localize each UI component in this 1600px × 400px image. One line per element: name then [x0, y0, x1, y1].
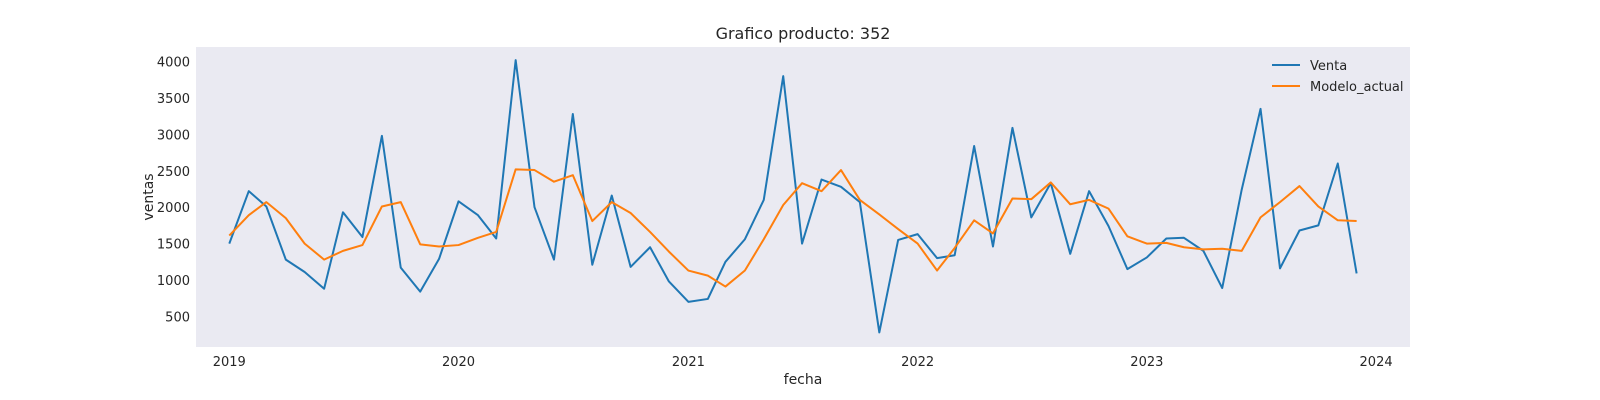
plot-area [196, 47, 1410, 347]
chart-title: Grafico producto: 352 [716, 24, 891, 43]
x-tick-label: 2020 [442, 355, 475, 370]
y-tick-label: 4000 [157, 56, 190, 71]
y-tick-label: 500 [165, 310, 190, 325]
series-line-modelo-actual [228, 168, 1357, 288]
legend-label: Modelo_actual [1310, 80, 1404, 95]
y-tick-label: 2500 [157, 165, 190, 180]
y-tick-label: 3000 [157, 128, 190, 143]
legend-label: Venta [1310, 59, 1347, 74]
y-tick-label: 3500 [157, 92, 190, 107]
y-axis-label: ventas [141, 173, 157, 220]
legend: Venta Modelo_actual [1272, 59, 1404, 95]
y-axis-ticks: 500 1000 1500 2000 2500 3000 3500 4000 [157, 56, 190, 326]
series-line-venta [228, 59, 1358, 334]
x-tick-label: 2021 [672, 355, 705, 370]
x-axis-label: fecha [784, 372, 823, 388]
y-tick-label: 1500 [157, 238, 190, 253]
x-tick-label: 2019 [213, 355, 246, 370]
x-tick-label: 2022 [901, 355, 934, 370]
series-lines [228, 59, 1358, 334]
y-tick-label: 2000 [157, 201, 190, 216]
x-axis-ticks: 2019 2020 2021 2022 2023 2024 [213, 355, 1393, 370]
x-tick-label: 2023 [1130, 355, 1163, 370]
y-tick-label: 1000 [157, 274, 190, 289]
x-tick-label: 2024 [1360, 355, 1393, 370]
